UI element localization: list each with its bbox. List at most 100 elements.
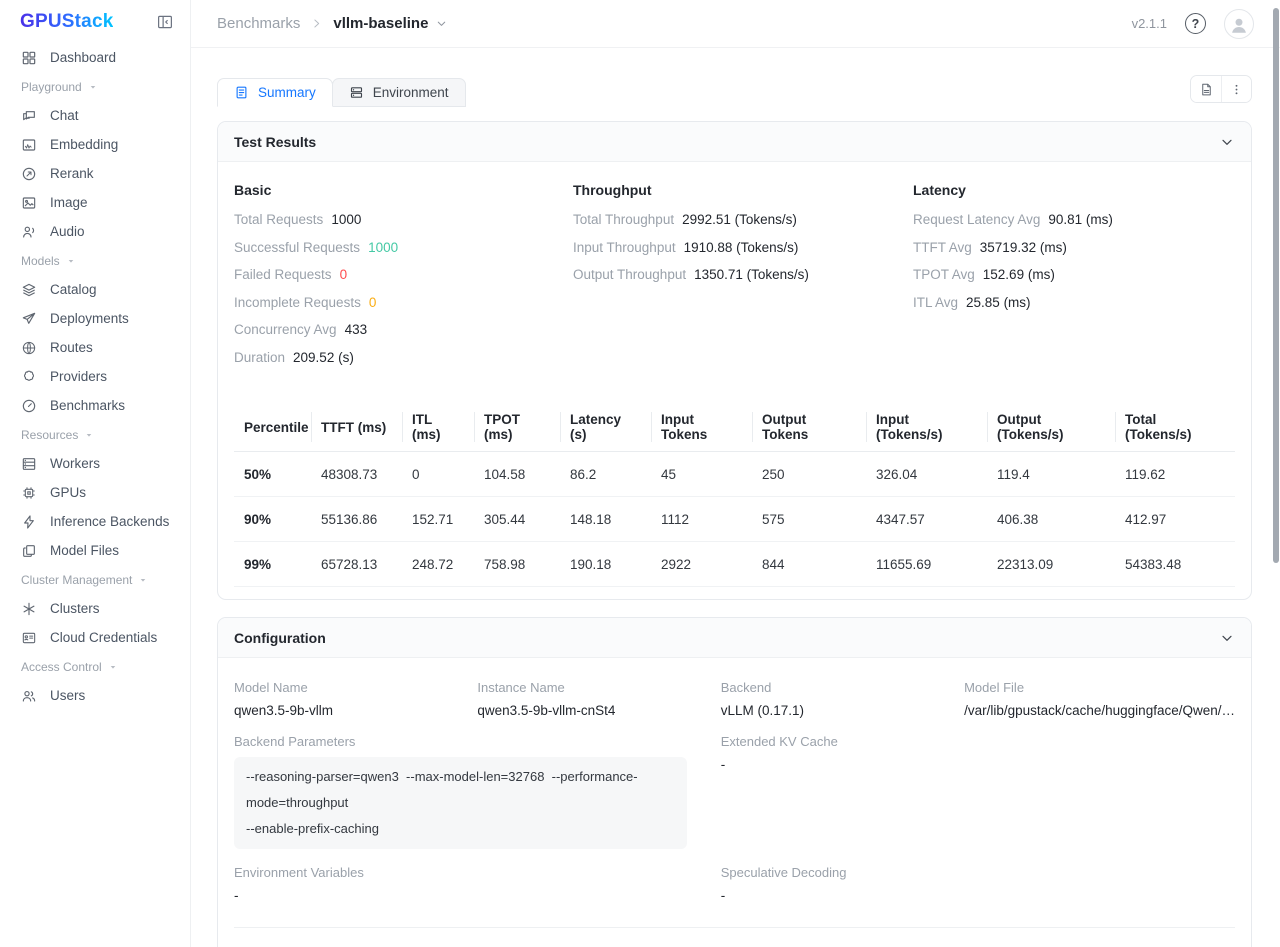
- sidebar-item-providers[interactable]: Providers: [0, 362, 190, 391]
- sidebar-section-access-control[interactable]: Access Control: [0, 652, 190, 681]
- code-line: --reasoning-parser=qwen3 --max-model-len…: [246, 764, 675, 816]
- sidebar-item-chat[interactable]: Chat: [0, 101, 190, 130]
- sidebar-item-label: Benchmarks: [50, 398, 125, 413]
- configuration-header[interactable]: Configuration: [218, 618, 1251, 658]
- sidebar-item-label: Chat: [50, 108, 79, 123]
- sidebar-item-gpus[interactable]: GPUs: [0, 478, 190, 507]
- sidebar-item-workers[interactable]: Workers: [0, 449, 190, 478]
- field-value: qwen3.5-9b-vllm: [234, 703, 467, 718]
- table-row: 99% 65728.13 248.72 758.98 190.18 2922 8…: [234, 542, 1235, 587]
- field-backend: Backend vLLM (0.17.1): [721, 680, 954, 718]
- sidebar-item-users[interactable]: Users: [0, 681, 190, 710]
- tab-environment[interactable]: Environment: [332, 78, 466, 107]
- table-cell: 99%: [234, 542, 311, 587]
- field-speculative-decoding: Speculative Decoding -: [721, 865, 1235, 903]
- sidebar-item-cloud-credentials[interactable]: Cloud Credentials: [0, 623, 190, 652]
- metric-value: 1350.71 (Tokens/s): [694, 267, 809, 282]
- test-results-body: Basic Total Requests1000 Successful Requ…: [218, 162, 1251, 599]
- sidebar-item-deployments[interactable]: Deployments: [0, 304, 190, 333]
- tab-summary[interactable]: Summary: [217, 78, 333, 107]
- sidebar-item-label: Workers: [50, 456, 100, 471]
- sidebar-item-rerank[interactable]: Rerank: [0, 159, 190, 188]
- sidebar-item-label: GPUs: [50, 485, 86, 500]
- table-cell: 152.71: [402, 497, 474, 542]
- app-version: v2.1.1: [1132, 16, 1167, 31]
- image-icon: [21, 195, 37, 211]
- sidebar-item-embedding[interactable]: Embedding: [0, 130, 190, 159]
- table-cell: 119.4: [987, 452, 1115, 497]
- metric-row: Total Throughput2992.51 (Tokens/s): [573, 212, 913, 227]
- audio-icon: [21, 224, 37, 240]
- table-cell: 1112: [651, 497, 752, 542]
- sidebar-item-label: Model Files: [50, 543, 119, 558]
- more-menu-button[interactable]: [1221, 76, 1251, 102]
- table-row: 90% 55136.86 152.71 305.44 148.18 1112 5…: [234, 497, 1235, 542]
- sidebar-section-cluster-management[interactable]: Cluster Management: [0, 565, 190, 594]
- chevron-down-icon[interactable]: [1219, 134, 1235, 150]
- metric-row: Failed Requests0: [234, 267, 573, 282]
- chevron-down-icon[interactable]: [1219, 630, 1235, 646]
- field-label: Model File: [964, 680, 1235, 695]
- field-value: -: [721, 888, 1235, 903]
- sidebar-item-label: Embedding: [50, 137, 118, 152]
- sidebar-item-clusters[interactable]: Clusters: [0, 594, 190, 623]
- sidebar-section-playground[interactable]: Playground: [0, 72, 190, 101]
- field-label: Backend: [721, 680, 954, 695]
- page-scrollbar-thumb[interactable]: [1273, 8, 1279, 563]
- field-label: Instance Name: [477, 680, 710, 695]
- sidebar-item-catalog[interactable]: Catalog: [0, 275, 190, 304]
- help-button[interactable]: ?: [1185, 13, 1206, 34]
- sidebar-section-resources[interactable]: Resources: [0, 420, 190, 449]
- sidebar-section-models[interactable]: Models: [0, 246, 190, 275]
- table-cell: 305.44: [474, 497, 560, 542]
- tab-label: Summary: [258, 85, 316, 100]
- sidebar-item-audio[interactable]: Audio: [0, 217, 190, 246]
- table-cell: 250: [752, 452, 866, 497]
- chevron-down-icon: [435, 17, 448, 30]
- sidebar-item-model-files[interactable]: Model Files: [0, 536, 190, 565]
- column-header: Input (Tokens/s): [866, 403, 987, 452]
- embedding-icon: [21, 137, 37, 153]
- metric-label: Input Throughput: [573, 240, 676, 255]
- sidebar-item-label: Users: [50, 688, 85, 703]
- sidebar-item-image[interactable]: Image: [0, 188, 190, 217]
- breadcrumb-current-dropdown[interactable]: vllm-baseline: [333, 15, 448, 32]
- dashboard-icon: [21, 50, 37, 66]
- configuration-card: Configuration Model Name qwen3.5-9b-vllm…: [217, 617, 1252, 947]
- metric-value: 152.69 (ms): [983, 267, 1055, 282]
- providers-icon: [21, 369, 37, 385]
- table-cell: 2922: [651, 542, 752, 587]
- metric-label: Total Throughput: [573, 212, 674, 227]
- table-cell: 104.58: [474, 452, 560, 497]
- sidebar-item-routes[interactable]: Routes: [0, 333, 190, 362]
- metric-row: Input Throughput 1910.88 (Tokens/s): [573, 240, 913, 255]
- test-results-header[interactable]: Test Results: [218, 122, 1251, 162]
- group-title: Basic: [234, 182, 573, 198]
- metric-value: 1910.88 (Tokens/s): [684, 240, 799, 255]
- sidebar-item-inference-backends[interactable]: Inference Backends: [0, 507, 190, 536]
- sidebar-item-label: Rerank: [50, 166, 94, 181]
- field-label: Extended KV Cache: [721, 734, 1235, 749]
- question-icon: ?: [1192, 17, 1200, 31]
- view-log-button[interactable]: [1191, 76, 1221, 102]
- breadcrumb-current-label: vllm-baseline: [333, 15, 428, 32]
- metric-label: Concurrency Avg: [234, 322, 337, 337]
- sidebar-item-benchmarks[interactable]: Benchmarks: [0, 391, 190, 420]
- backend-parameters-code-block: --reasoning-parser=qwen3 --max-model-len…: [234, 757, 687, 849]
- metric-label: Output Throughput: [573, 267, 686, 282]
- metric-value: 90.81 (ms): [1048, 212, 1113, 227]
- table-cell: 248.72: [402, 542, 474, 587]
- breadcrumb-benchmarks[interactable]: Benchmarks: [217, 15, 300, 32]
- avatar[interactable]: [1224, 9, 1254, 39]
- clusters-icon: [21, 601, 37, 617]
- sidebar-item-dashboard[interactable]: Dashboard: [0, 43, 190, 72]
- app-logo: GPUStack: [20, 11, 113, 33]
- catalog-icon: [21, 282, 37, 298]
- sidebar-item-label: Cloud Credentials: [50, 630, 157, 645]
- sidebar-nav: Dashboard Playground Chat Embedding Rera…: [0, 43, 190, 710]
- field-model-name: Model Name qwen3.5-9b-vllm: [234, 680, 467, 718]
- column-header: Percentile: [234, 403, 311, 452]
- sidebar-collapse-button[interactable]: [154, 11, 176, 33]
- field-label: Backend Parameters: [234, 734, 711, 749]
- metrics-group-latency: Latency Request Latency Avg90.81 (ms) TT…: [913, 182, 1235, 377]
